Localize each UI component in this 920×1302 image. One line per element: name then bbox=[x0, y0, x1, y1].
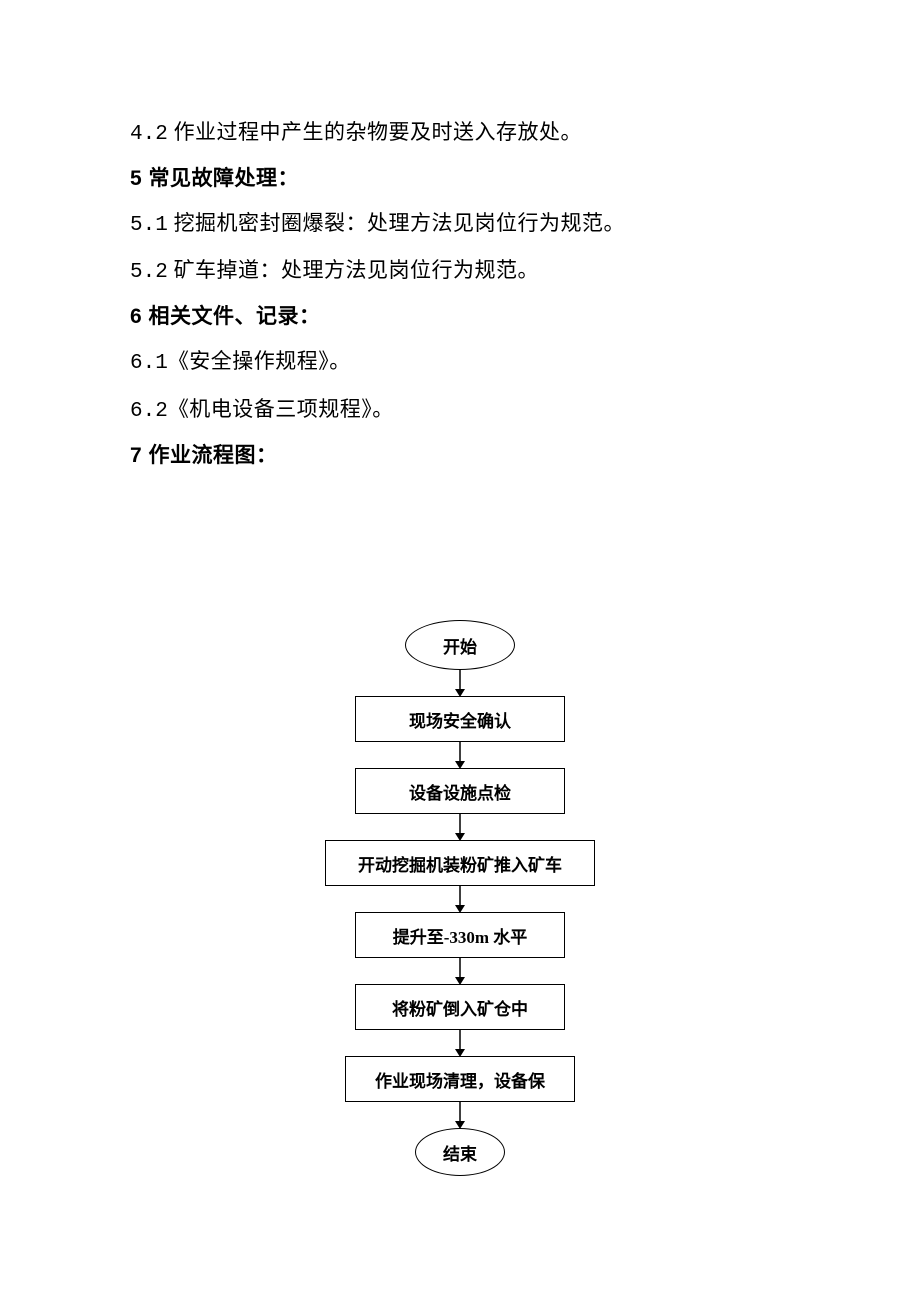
flow-node-n3: 开动挖掘机装粉矿推入矿车 bbox=[325, 840, 595, 886]
flow-node-start: 开始 bbox=[405, 620, 515, 670]
flow-arrow bbox=[452, 1029, 468, 1057]
heading-6: 6 相关文件、记录： bbox=[130, 295, 790, 339]
flow-node-n6: 作业现场清理，设备保 bbox=[345, 1056, 575, 1102]
flow-node-n2: 设备设施点检 bbox=[355, 768, 565, 814]
paragraph-5-2: 5.2 矿车掉道：处理方法见岗位行为规范。 bbox=[130, 248, 790, 295]
paragraph-4-2: 4.2 作业过程中产生的杂物要及时送入存放处。 bbox=[130, 110, 790, 157]
flow-arrow bbox=[452, 813, 468, 841]
flow-node-end: 结束 bbox=[415, 1128, 505, 1176]
flow-arrow bbox=[452, 669, 468, 697]
flow-node-n4: 提升至-330m 水平 bbox=[355, 912, 565, 958]
flow-arrow bbox=[452, 885, 468, 913]
heading-7: 7 作业流程图： bbox=[130, 434, 790, 478]
flow-node-n1: 现场安全确认 bbox=[355, 696, 565, 742]
flowchart: 开始现场安全确认设备设施点检开动挖掘机装粉矿推入矿车提升至-330m 水平将粉矿… bbox=[0, 620, 920, 1176]
document-body: 4.2 作业过程中产生的杂物要及时送入存放处。 5 常见故障处理： 5.1 挖掘… bbox=[0, 0, 920, 478]
flow-node-n5: 将粉矿倒入矿仓中 bbox=[355, 984, 565, 1030]
flow-arrow bbox=[452, 957, 468, 985]
paragraph-5-1: 5.1 挖掘机密封圈爆裂：处理方法见岗位行为规范。 bbox=[130, 201, 790, 248]
paragraph-6-2: 6.2《机电设备三项规程》。 bbox=[130, 387, 790, 434]
flow-arrow bbox=[452, 1101, 468, 1129]
flow-arrow bbox=[452, 741, 468, 769]
heading-5: 5 常见故障处理： bbox=[130, 157, 790, 201]
paragraph-6-1: 6.1《安全操作规程》。 bbox=[130, 339, 790, 386]
